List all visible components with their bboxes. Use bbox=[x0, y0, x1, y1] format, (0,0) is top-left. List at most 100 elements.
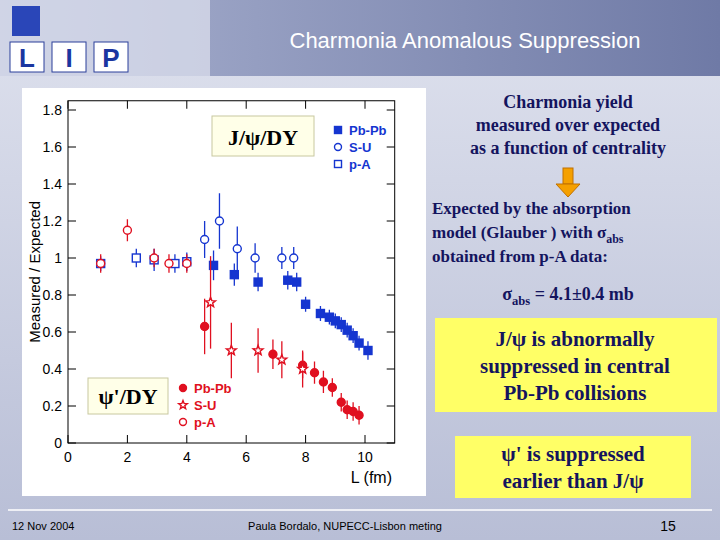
legend-entry: Pb-Pb bbox=[194, 381, 232, 396]
legend-marker bbox=[180, 419, 187, 426]
footer-rule bbox=[8, 509, 712, 511]
point bbox=[302, 300, 310, 308]
series bbox=[201, 299, 363, 425]
legend-marker bbox=[335, 127, 342, 134]
y-tick bbox=[68, 406, 76, 407]
x-tick-label: 2 bbox=[124, 449, 132, 465]
text-run: = 4.1±0.4 mb bbox=[530, 284, 634, 304]
y-tick bbox=[387, 147, 395, 148]
point bbox=[298, 364, 308, 373]
point bbox=[316, 310, 324, 318]
note-expected: Expected by the absorption bbox=[432, 199, 631, 218]
point bbox=[233, 245, 241, 253]
point bbox=[254, 278, 262, 286]
x-tick bbox=[186, 101, 187, 109]
y-tick bbox=[387, 406, 395, 407]
y-tick-label: 0.2 bbox=[43, 398, 63, 414]
y-tick-label: 1.4 bbox=[43, 176, 63, 192]
point bbox=[293, 278, 301, 286]
x-tick bbox=[68, 435, 69, 443]
point bbox=[311, 369, 319, 377]
point bbox=[251, 254, 259, 262]
x-tick-label: 6 bbox=[242, 449, 250, 465]
arrow-head bbox=[556, 184, 580, 197]
baseline-reset: ​ bbox=[623, 223, 624, 242]
legend-marker bbox=[335, 161, 342, 168]
point bbox=[97, 260, 105, 268]
x-tick-label: 0 bbox=[64, 449, 72, 465]
point bbox=[123, 226, 131, 234]
point bbox=[201, 236, 209, 244]
sigma-value: σabs​ = 4.1±0.4 mb bbox=[502, 284, 634, 308]
text-run: obtained from p-A data: bbox=[432, 247, 608, 266]
legend-marker bbox=[180, 385, 187, 392]
box-text: earlier than J/ψ bbox=[502, 469, 644, 493]
legend-marker bbox=[179, 400, 188, 408]
x-tick bbox=[127, 101, 128, 109]
y-tick bbox=[68, 295, 76, 296]
plot-frame bbox=[68, 101, 395, 443]
x-tick bbox=[186, 435, 187, 443]
highlight-box bbox=[455, 436, 691, 498]
legend-title-box bbox=[88, 378, 168, 414]
plot-area bbox=[97, 193, 372, 424]
y-tick-label: 0.8 bbox=[43, 287, 63, 303]
point bbox=[150, 254, 158, 262]
point bbox=[277, 355, 287, 364]
series bbox=[97, 219, 191, 273]
y-tick-label: 0 bbox=[54, 435, 62, 451]
header-band bbox=[0, 0, 720, 76]
subscript: abs bbox=[512, 294, 530, 308]
y-tick bbox=[387, 369, 395, 370]
y-axis-label: Measured / Expected bbox=[26, 201, 43, 343]
y-tick bbox=[68, 369, 76, 370]
y-tick bbox=[68, 147, 76, 148]
y-tick-label: 1 bbox=[54, 250, 62, 266]
point bbox=[183, 260, 191, 268]
text-run: model (Glauber ) with σ bbox=[432, 223, 607, 242]
logo-cell bbox=[52, 42, 86, 72]
legend-title: J/ψ/DY bbox=[228, 125, 298, 150]
legend-entry: Pb-Pb bbox=[349, 123, 387, 138]
x-tick bbox=[305, 101, 306, 109]
x-tick bbox=[127, 435, 128, 443]
legend-title-box bbox=[212, 116, 314, 156]
legend-title: ψ'/DY bbox=[98, 384, 157, 409]
point bbox=[226, 345, 236, 354]
y-tick bbox=[68, 221, 76, 222]
x-tick-label: 10 bbox=[357, 449, 373, 465]
note-yield: as a function of centrality bbox=[470, 138, 666, 158]
point bbox=[97, 260, 105, 268]
title: Charmonia Anomalous Suppression bbox=[290, 28, 641, 53]
page-number: 15 bbox=[660, 518, 676, 534]
point bbox=[269, 350, 277, 358]
logo-letter: I bbox=[65, 43, 72, 73]
x-tick bbox=[246, 101, 247, 109]
logo-cell bbox=[94, 42, 128, 72]
subscript: abs bbox=[606, 232, 624, 246]
note-yield: measured over expected bbox=[476, 115, 660, 135]
series bbox=[210, 251, 372, 360]
x-tick-label: 4 bbox=[183, 449, 191, 465]
logo-area bbox=[0, 0, 210, 76]
y-tick bbox=[387, 295, 395, 296]
point bbox=[230, 271, 238, 279]
point bbox=[319, 378, 327, 386]
logo-letter: L bbox=[19, 43, 35, 73]
note-expected: model (Glauber ) with σabs​ bbox=[432, 223, 624, 246]
point bbox=[206, 297, 216, 306]
x-tick bbox=[365, 435, 366, 443]
series bbox=[206, 256, 308, 387]
point bbox=[328, 384, 336, 392]
y-tick bbox=[68, 258, 76, 259]
point bbox=[290, 254, 298, 262]
y-tick bbox=[68, 443, 76, 444]
x-tick bbox=[246, 435, 247, 443]
x-axis-label: L (fm) bbox=[351, 469, 392, 486]
y-tick-label: 0.4 bbox=[43, 361, 63, 377]
box-text: J/ψ is abnormally bbox=[495, 327, 655, 351]
y-tick-label: 1.8 bbox=[43, 102, 63, 118]
y-tick bbox=[387, 443, 395, 444]
legend-entry: p-A bbox=[349, 157, 371, 172]
point bbox=[355, 411, 363, 419]
